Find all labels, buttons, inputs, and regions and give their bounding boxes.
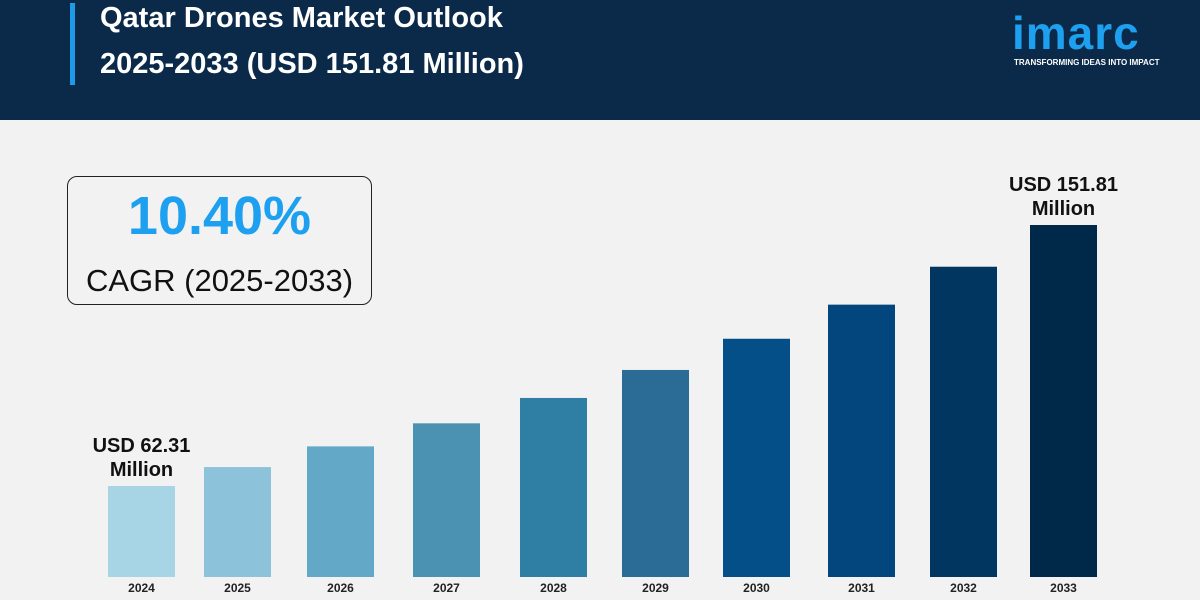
logo-tagline: TRANSFORMING IDEAS INTO IMPACT <box>1014 58 1160 67</box>
cagr-box: 10.40% CAGR (2025-2033) <box>67 176 372 305</box>
cagr-value: 10.40% <box>127 186 312 246</box>
bar-2025 <box>204 467 271 577</box>
logo-word: imarc <box>1012 7 1140 59</box>
x-tick-label: 2028 <box>540 581 567 595</box>
cagr-label: CAGR (2025-2033) <box>85 263 354 298</box>
x-tick-label: 2024 <box>128 581 155 595</box>
header-banner: Qatar Drones Market Outlook 2025-2033 (U… <box>0 0 1200 120</box>
x-tick-label: 2025 <box>224 581 251 595</box>
accent-bar <box>70 3 75 85</box>
page-title-line2: 2025-2033 (USD 151.81 Million) <box>100 48 524 80</box>
bar-2028 <box>520 397 587 577</box>
bar-2027 <box>413 423 480 577</box>
data-label-2033: USD 151.81 Million <box>984 173 1144 221</box>
x-tick-label: 2030 <box>743 581 770 595</box>
bar-2033 <box>1030 225 1097 577</box>
bar-2024 <box>108 486 175 577</box>
bar-2030 <box>723 338 790 577</box>
x-tick-label: 2029 <box>642 581 669 595</box>
data-label-line2: Million <box>109 459 174 481</box>
x-tick-label: 2026 <box>327 581 354 595</box>
bar-2026 <box>307 446 374 577</box>
data-label-line2: Million <box>1031 198 1096 220</box>
x-tick-label: 2031 <box>848 581 875 595</box>
bar-2031 <box>828 304 895 577</box>
data-label-line1: USD 62.31 <box>92 435 191 457</box>
x-tick-label: 2032 <box>950 581 977 595</box>
x-tick-label: 2027 <box>433 581 460 595</box>
x-tick-label: 2033 <box>1050 581 1077 595</box>
data-label-line1: USD 151.81 <box>1009 174 1118 196</box>
data-label-2024: USD 62.31 Million <box>62 434 222 482</box>
imarc-logo: imarc TRANSFORMING IDEAS INTO IMPACT <box>1012 2 1172 72</box>
bar-2032 <box>930 266 997 577</box>
bar-2029 <box>622 369 689 577</box>
page-title-line1: Qatar Drones Market Outlook <box>100 2 503 34</box>
